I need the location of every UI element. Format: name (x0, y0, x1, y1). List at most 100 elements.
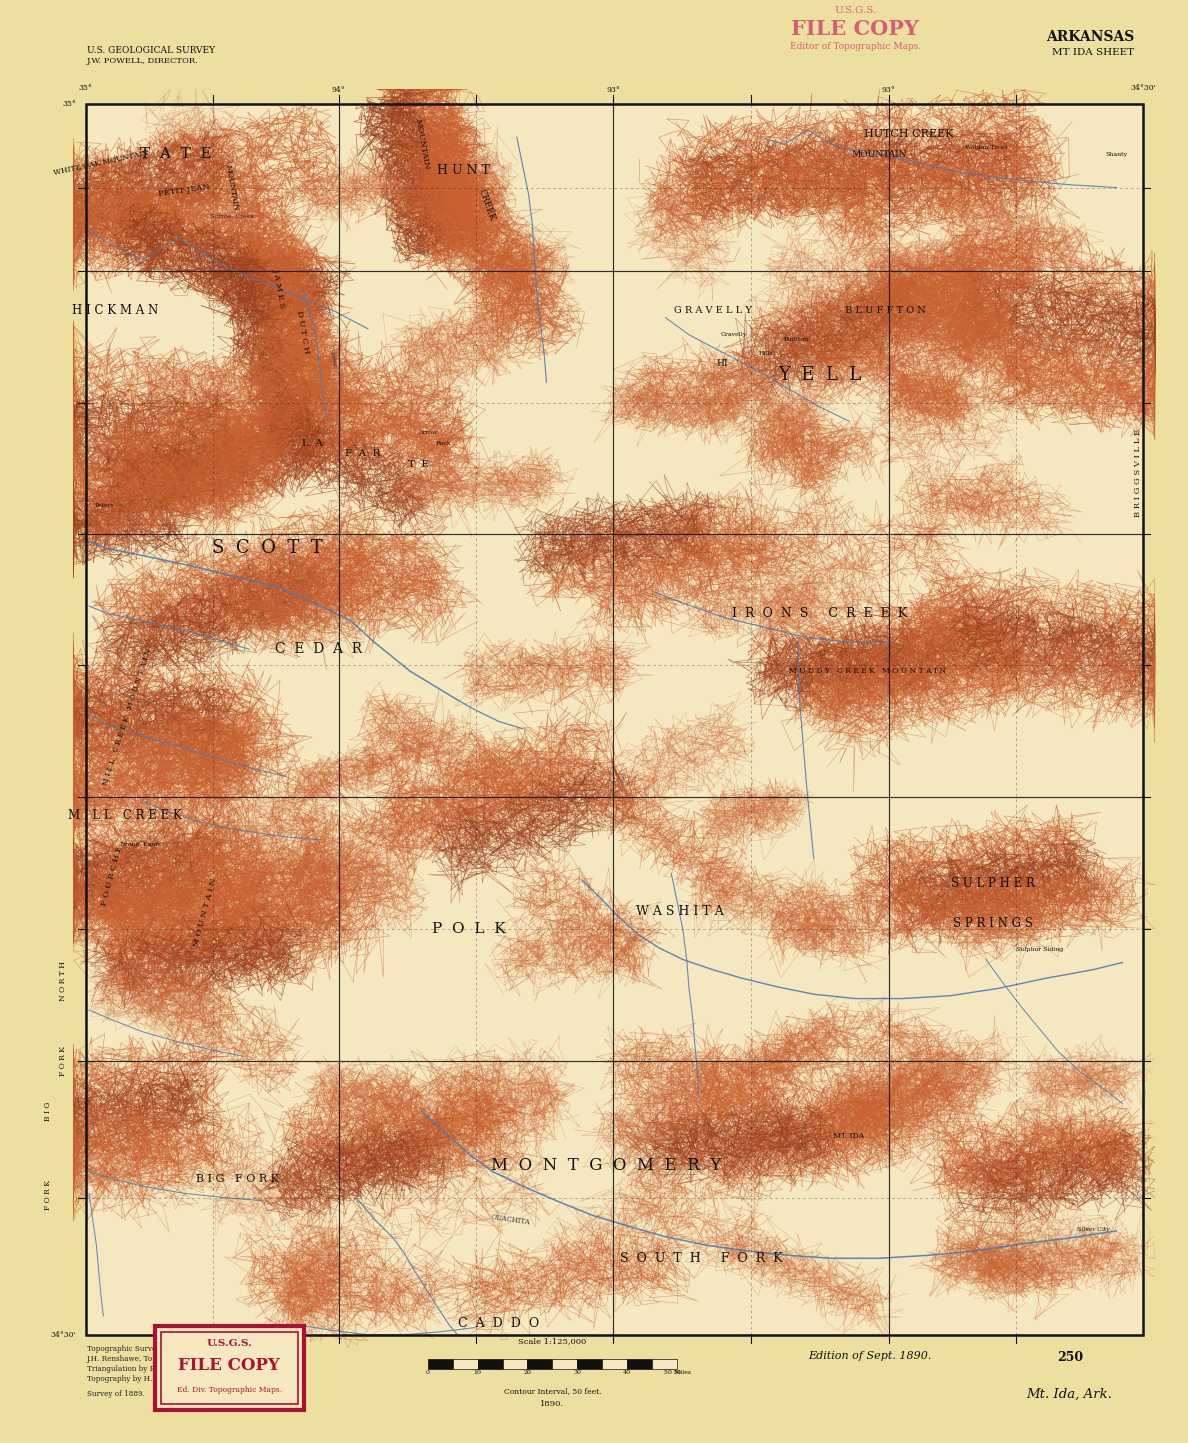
Bar (453, 1359, 478, 1369)
Text: Gravelly: Gravelly (721, 332, 747, 338)
Text: Bluffton: Bluffton (783, 336, 809, 342)
Text: J A M E S: J A M E S (272, 268, 286, 309)
Text: U.S.G.S.: U.S.G.S. (207, 1339, 252, 1348)
Text: I  R  O  N  S     C  R  E  E  K: I R O N S C R E E K (732, 606, 908, 620)
Text: Topography by H.H. Dunn.: Topography by H.H. Dunn. (87, 1375, 185, 1384)
Text: B I G: B I G (44, 1101, 51, 1121)
Text: 35°: 35° (78, 84, 93, 92)
Text: Silver City: Silver City (1076, 1227, 1110, 1232)
Text: Survey of 1889.: Survey of 1889. (87, 1390, 145, 1398)
Text: 30: 30 (574, 1369, 581, 1375)
Bar (86, 104, 1143, 1335)
Text: Arrow: Arrow (418, 430, 437, 436)
Text: OUACHITA: OUACHITA (491, 1212, 531, 1227)
Text: Scale 1:125,000: Scale 1:125,000 (518, 1336, 587, 1345)
Text: Peters: Peters (95, 502, 114, 508)
Text: PETIT JEAN: PETIT JEAN (158, 183, 210, 198)
Text: Triangulation by E.E. Garrett.: Triangulation by E.E. Garrett. (87, 1365, 196, 1374)
Text: FILE COPY: FILE COPY (178, 1356, 280, 1374)
Text: Mt. Ida, Ark.: Mt. Ida, Ark. (1026, 1388, 1112, 1401)
Text: Rock: Rock (435, 440, 451, 446)
Text: Hills: Hills (759, 351, 773, 356)
Text: C  E  D  A  R: C E D A R (274, 642, 362, 657)
Text: MT. IDA: MT. IDA (833, 1131, 864, 1140)
Text: P  O  L  K: P O L K (432, 922, 506, 937)
Text: W A S H I T A: W A S H I T A (636, 905, 723, 919)
Text: 50 Miles: 50 Miles (664, 1369, 690, 1375)
Text: Surroe  Creek: Surroe Creek (209, 214, 254, 219)
Text: F  A  R: F A R (345, 449, 380, 457)
Bar (86, 104, 1143, 1335)
Bar (428, 1359, 453, 1369)
Text: 10: 10 (474, 1369, 481, 1375)
Text: Shanty: Shanty (1106, 152, 1127, 157)
Text: L  A: L A (302, 439, 323, 447)
Text: C  A  D  D  O: C A D D O (459, 1316, 539, 1330)
Text: T  E: T E (407, 460, 429, 469)
Bar (162, 1332, 297, 1404)
Text: M I L L   C R E E K   M O U N T A I N: M I L L C R E E K M O U N T A I N (101, 648, 153, 786)
Text: D U T C H: D U T C H (295, 310, 311, 354)
Text: Weldon Trees: Weldon Trees (965, 144, 1007, 150)
Text: HI: HI (716, 359, 728, 368)
Text: 250: 250 (1057, 1351, 1083, 1364)
Text: 20: 20 (524, 1369, 531, 1375)
Text: Edition of Sept. 1890.: Edition of Sept. 1890. (808, 1351, 931, 1361)
Text: F O R K: F O R K (59, 1046, 67, 1075)
Text: F O U R C H E: F O U R C H E (100, 846, 124, 906)
Text: Topographic Survey of Geographers:: Topographic Survey of Geographers: (87, 1345, 221, 1354)
Text: T  A  T  E: T A T E (140, 147, 211, 162)
Text: 40: 40 (624, 1369, 631, 1375)
Bar (154, 1326, 304, 1410)
Text: 0: 0 (425, 1369, 430, 1375)
Text: S  O  U  T  H     F  O  R  K: S O U T H F O R K (620, 1251, 782, 1266)
Text: MOUNTAIN: MOUNTAIN (852, 150, 906, 159)
Text: B I G   F O R K: B I G F O R K (196, 1175, 279, 1183)
Text: Ed. Div. Topographic Maps.: Ed. Div. Topographic Maps. (177, 1385, 282, 1394)
Text: S P R I N G S: S P R I N G S (953, 916, 1034, 931)
Text: 34°30': 34°30' (50, 1330, 76, 1339)
Text: B R I G G S V I L L E: B R I G G S V I L L E (1135, 429, 1142, 518)
Text: S U L P H E R: S U L P H E R (952, 876, 1035, 890)
Text: M O U N T A I N: M O U N T A I N (192, 877, 219, 947)
Text: M I L L   C R E E K: M I L L C R E E K (68, 808, 182, 823)
Text: B L U F F T O N: B L U F F T O N (845, 306, 925, 315)
Text: Contour Interval, 50 feet.: Contour Interval, 50 feet. (504, 1387, 601, 1395)
Text: J.H. Renshawe, Topographic in charge.: J.H. Renshawe, Topographic in charge. (87, 1355, 229, 1364)
Text: J.W. POWELL, DIRECTOR.: J.W. POWELL, DIRECTOR. (87, 56, 198, 65)
Text: M U D D Y   C R E E K   M O U N T A I N: M U D D Y C R E E K M O U N T A I N (789, 667, 946, 675)
Text: Y  E  L  L: Y E L L (778, 367, 861, 384)
Text: WHITE OAK MOUNTAIN: WHITE OAK MOUNTAIN (52, 149, 150, 177)
Text: 50: 50 (674, 1369, 681, 1375)
Bar (627, 1359, 652, 1369)
Text: MOUNTAIN: MOUNTAIN (413, 118, 430, 170)
Text: 93°: 93° (606, 85, 620, 94)
Text: Drone  Knob: Drone Knob (120, 841, 160, 847)
Bar (602, 1359, 627, 1369)
Text: 94°: 94° (331, 85, 346, 94)
Text: M  O  N  T  G  O  M  E  R  Y: M O N T G O M E R Y (491, 1157, 721, 1175)
Text: MT IDA SHEET: MT IDA SHEET (1053, 48, 1135, 56)
Text: S  C  O  T  T: S C O T T (211, 540, 323, 557)
Text: N O R T H: N O R T H (59, 961, 67, 1001)
Text: Sulphur Siding: Sulphur Siding (1016, 947, 1063, 952)
Text: F O R K: F O R K (44, 1180, 51, 1209)
Text: 34°30': 34°30' (1130, 84, 1156, 92)
Text: H I C K M A N: H I C K M A N (72, 303, 158, 317)
Text: 1890.: 1890. (541, 1400, 564, 1408)
Text: 93°: 93° (881, 85, 896, 94)
Text: 35°: 35° (62, 100, 76, 108)
Text: U.S. GEOLOGICAL SURVEY: U.S. GEOLOGICAL SURVEY (87, 46, 215, 55)
Bar (652, 1359, 677, 1369)
Bar (577, 1359, 602, 1369)
Bar (552, 1359, 577, 1369)
Text: H U N T: H U N T (437, 163, 489, 177)
Text: ARKANSAS: ARKANSAS (1047, 30, 1135, 45)
Text: MOUNTAIN: MOUNTAIN (223, 163, 240, 212)
Bar (503, 1359, 527, 1369)
Text: G R A V E L L Y: G R A V E L L Y (674, 306, 752, 315)
Text: HUTCH CREEK: HUTCH CREEK (864, 130, 954, 139)
Text: Creek: Creek (329, 348, 336, 368)
Text: Editor of Topographic Maps.: Editor of Topographic Maps. (790, 42, 921, 51)
Text: FILE COPY: FILE COPY (791, 19, 920, 39)
